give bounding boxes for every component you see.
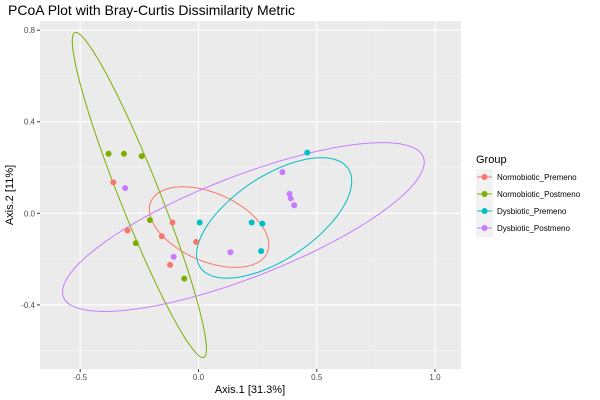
x-tick-label: 0.0 (193, 373, 205, 382)
point-Dysbiotic_Premeno (304, 149, 311, 156)
point-Dysbiotic_Postmeno (287, 195, 294, 202)
point-Normobiotic_Postmeno (120, 150, 127, 157)
point-Normobiotic_Premeno (193, 238, 200, 245)
legend-title: Group (476, 154, 507, 166)
chart-title: PCoA Plot with Bray-Curtis Dissimilarity… (8, 2, 295, 18)
x-axis-title: Axis.1 [31.3%] (215, 384, 285, 396)
legend-key-point (481, 191, 488, 197)
point-Dysbiotic_Premeno (248, 219, 255, 226)
y-tick-label: -0.4 (21, 301, 35, 310)
point-Normobiotic_Postmeno (132, 240, 139, 247)
y-tick-label: 0.4 (24, 118, 36, 127)
point-Normobiotic_Premeno (124, 227, 131, 234)
point-Dysbiotic_Postmeno (286, 190, 293, 197)
x-tick-label: -0.5 (73, 373, 87, 382)
plot-panel (40, 21, 461, 369)
point-Dysbiotic_Postmeno (291, 202, 298, 209)
legend-label: Normobiotic_Premeno (497, 173, 577, 182)
point-Normobiotic_Premeno (158, 233, 165, 240)
y-axis-ticks: -0.4 0.0 0.4 0.8 (21, 26, 40, 310)
point-Normobiotic_Postmeno (105, 150, 112, 157)
point-Normobiotic_Postmeno (138, 153, 145, 160)
point-Normobiotic_Postmeno (146, 217, 153, 224)
legend-label: Dysbiotic_Postmeno (497, 224, 570, 233)
ellipse-Dysbiotic_Premeno (196, 157, 353, 279)
legend-key-point (481, 174, 488, 180)
legend-key-point (481, 225, 488, 231)
point-Normobiotic_Postmeno (181, 275, 188, 282)
data-points (105, 149, 311, 282)
point-Dysbiotic_Premeno (196, 219, 203, 226)
point-Dysbiotic_Postmeno (170, 253, 177, 260)
point-Normobiotic_Premeno (167, 261, 174, 268)
y-tick-label: 0.8 (24, 26, 36, 35)
point-Dysbiotic_Premeno (259, 220, 266, 227)
point-Dysbiotic_Premeno (258, 248, 265, 255)
legend-label: Dysbiotic_Premeno (497, 207, 567, 216)
point-Normobiotic_Premeno (169, 219, 176, 226)
ellipse-Dysbiotic_Postmeno (61, 142, 425, 313)
y-axis-title: Axis.2 [11%] (4, 165, 16, 225)
x-tick-label: 0.5 (311, 373, 323, 382)
legend: Group Normobiotic_Premeno Normobiotic_Pos… (476, 154, 581, 237)
ellipse-Normobiotic_Postmeno (71, 31, 207, 359)
point-Dysbiotic_Postmeno (122, 185, 129, 192)
x-tick-label: 1.0 (429, 373, 441, 382)
confidence-ellipses (61, 31, 425, 359)
point-Normobiotic_Premeno (110, 179, 117, 186)
ellipse-Normobiotic_Premeno (148, 186, 270, 268)
x-axis-ticks: -0.5 0.0 0.5 1.0 (73, 369, 441, 382)
y-tick-label: 0.0 (24, 209, 36, 218)
point-Dysbiotic_Postmeno (227, 249, 234, 256)
point-Dysbiotic_Postmeno (279, 169, 286, 176)
legend-label: Normobiotic_Postmeno (497, 190, 581, 199)
legend-key-point (481, 208, 488, 214)
